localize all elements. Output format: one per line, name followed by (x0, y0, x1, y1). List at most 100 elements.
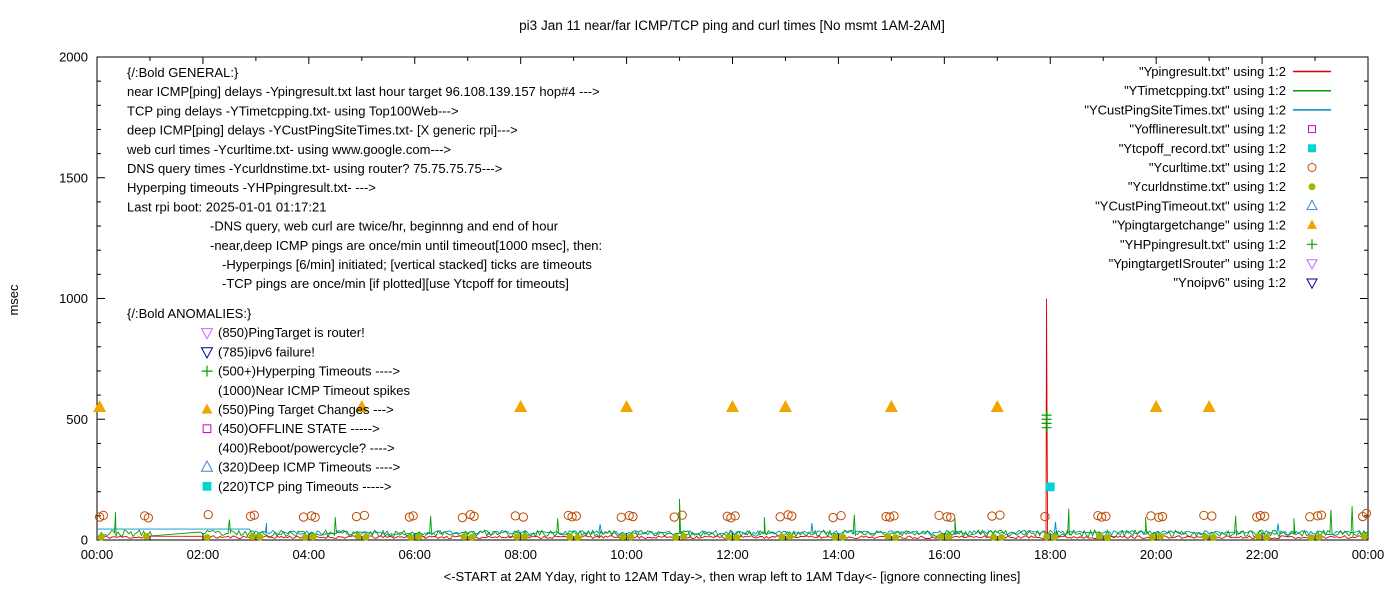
dns-time-point (521, 532, 529, 540)
dns-time-point (1262, 533, 1270, 541)
curl-time-point (828, 512, 838, 523)
curl-time-point (836, 510, 846, 521)
dns-time-point (1148, 533, 1156, 541)
anomaly-line: (1000)Near ICMP Timeout spikes (218, 383, 410, 398)
dns-time-point (142, 532, 150, 540)
curl-time-point (310, 512, 320, 522)
curl-time-point (1316, 510, 1327, 520)
general-line: Hyperping timeouts -YHPpingresult.txt- -… (127, 180, 376, 195)
legend-sample-plus (1307, 239, 1317, 250)
legend-sample-triangle-up-filled (1307, 219, 1317, 229)
curl-time-point (1096, 512, 1107, 522)
ping-target-change-point (355, 400, 369, 413)
ping-target-change-point (884, 400, 898, 413)
curl-time-point (1207, 511, 1217, 521)
legend-sample-triangle-up-open (1306, 199, 1318, 211)
x-tick-label: 08:00 (504, 547, 537, 562)
dns-time-point (513, 533, 521, 541)
curl-time-point (510, 511, 521, 521)
legend-label: "YTimetcpping.txt" using 1:2 (1124, 83, 1286, 98)
curl-time-point (469, 511, 479, 521)
dns-time-point (990, 533, 998, 541)
anomaly-line: (220)TCP ping Timeouts -----> (218, 479, 392, 494)
dns-time-point (407, 534, 415, 542)
dns-time-point (301, 533, 309, 541)
dns-time-point (733, 534, 741, 542)
dns-time-point (97, 533, 105, 541)
anomaly-line: (850)PingTarget is router! (218, 325, 365, 340)
dns-time-point (362, 533, 370, 541)
legend-label: "Ynoipv6" using 1:2 (1173, 275, 1286, 290)
y-tick-label: 1000 (59, 291, 88, 306)
x-tick-label: 20:00 (1140, 547, 1173, 562)
anomaly-marker (201, 365, 213, 377)
curl-time-point (995, 510, 1005, 520)
curl-time-point (143, 513, 154, 523)
ping-target-change-point (514, 400, 528, 413)
general-line: Last rpi boot: 2025-01-01 01:17:21 (127, 199, 326, 214)
anomalies-header: {/:Bold ANOMALIES:} (127, 306, 252, 321)
x-tick-label: 04:00 (293, 547, 326, 562)
dns-time-point (203, 534, 211, 542)
x-tick-label: 10:00 (610, 547, 643, 562)
y-axis-label: msec (6, 284, 21, 316)
dns-time-point (998, 533, 1006, 541)
curl-time-point (783, 510, 793, 520)
legend-label: "YHPpingresult.txt" using 1:2 (1120, 237, 1286, 252)
legend-sample-square-open (1308, 125, 1316, 134)
dns-time-point (786, 533, 794, 541)
curl-time-point (518, 512, 528, 522)
ping-target-change-point (990, 400, 1004, 413)
curl-time-point (298, 512, 309, 522)
tcp-ping-line (96, 498, 1369, 538)
dns-time-point (1156, 533, 1164, 541)
curl-time-point (1157, 511, 1168, 522)
curl-time-point (730, 511, 740, 521)
dns-time-point (672, 533, 680, 541)
general-header: {/:Bold GENERAL:} (127, 65, 239, 80)
dns-time-point (566, 533, 574, 541)
dns-time-point (839, 533, 847, 541)
y-tick-label: 1500 (59, 170, 88, 185)
legend-sample-square-filled (1308, 144, 1316, 153)
general-line: -near,deep ICMP pings are once/min until… (210, 238, 602, 253)
curl-time-point (1305, 512, 1315, 522)
legend-sample-triangle-down-open (1306, 259, 1318, 271)
general-line: -DNS query, web curl are twice/hr, begin… (210, 219, 559, 234)
x-tick-label: 02:00 (187, 547, 220, 562)
y-tick-label: 0 (81, 533, 88, 548)
ping-target-change-point (1149, 400, 1163, 413)
curl-time-point (571, 511, 581, 521)
dns-time-point (725, 533, 733, 541)
dns-time-point (1050, 533, 1058, 541)
dns-time-point (945, 533, 953, 541)
curl-time-point (245, 511, 256, 521)
curl-time-point (885, 512, 895, 522)
curl-time-point (1146, 511, 1156, 521)
legend-label: "Ycurldnstime.txt" using 1:2 (1128, 179, 1286, 194)
x-tick-label: 18:00 (1034, 547, 1067, 562)
x-axis-label: <-START at 2AM Yday, right to 12AM Tday-… (444, 569, 1021, 584)
dns-time-point (1209, 533, 1217, 541)
curl-time-point (1361, 508, 1372, 519)
anomaly-line: (450)OFFLINE STATE -----> (218, 421, 380, 436)
curl-time-point (934, 510, 944, 521)
curl-time-point (1101, 511, 1111, 521)
anomaly-marker (201, 403, 213, 414)
dns-time-point (574, 534, 582, 542)
dns-time-point (1254, 532, 1262, 540)
anomaly-marker (202, 424, 212, 434)
legend-label: "Ytcpoff_record.txt" using 1:2 (1119, 141, 1286, 156)
dns-time-point (248, 533, 256, 541)
curl-time-point (408, 511, 418, 521)
curl-time-point (1255, 510, 1266, 521)
chart-title: pi3 Jan 11 near/far ICMP/TCP ping and cu… (519, 18, 945, 33)
general-line: -Hyperpings [6/min] initiated; [vertical… (222, 257, 592, 272)
x-tick-label: 14:00 (822, 547, 855, 562)
anomaly-marker (202, 481, 212, 491)
ping-target-change-point (1202, 400, 1216, 413)
dns-time-point (309, 533, 317, 541)
ping-target-change-point (620, 400, 634, 413)
dns-time-point (1201, 533, 1209, 541)
